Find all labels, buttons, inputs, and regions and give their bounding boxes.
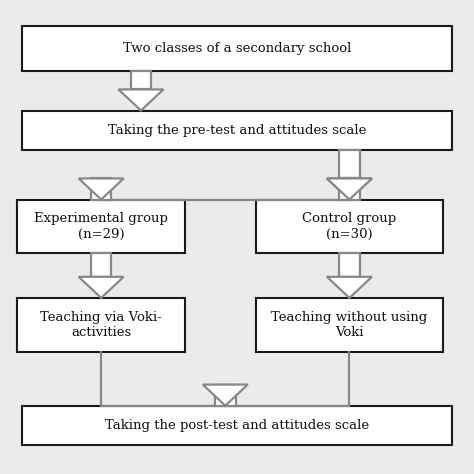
- Polygon shape: [118, 90, 164, 110]
- Polygon shape: [327, 178, 372, 200]
- FancyBboxPatch shape: [17, 298, 185, 352]
- Text: Taking the pre-test and attitudes scale: Taking the pre-test and attitudes scale: [108, 124, 366, 137]
- Bar: [91, 254, 111, 277]
- Polygon shape: [79, 178, 124, 200]
- Bar: [339, 254, 360, 277]
- FancyBboxPatch shape: [21, 26, 453, 71]
- FancyBboxPatch shape: [17, 200, 185, 254]
- FancyBboxPatch shape: [256, 298, 443, 352]
- Bar: [91, 178, 111, 200]
- Text: Teaching without using
Voki: Teaching without using Voki: [271, 311, 428, 339]
- Text: Two classes of a secondary school: Two classes of a secondary school: [123, 42, 351, 55]
- Bar: [131, 71, 151, 90]
- Bar: [339, 150, 360, 178]
- Polygon shape: [79, 277, 124, 298]
- Bar: [215, 384, 236, 406]
- Text: Teaching via Voki-
activities: Teaching via Voki- activities: [40, 311, 162, 339]
- Polygon shape: [203, 384, 248, 406]
- FancyBboxPatch shape: [21, 406, 453, 446]
- FancyBboxPatch shape: [21, 110, 453, 150]
- Text: Taking the post-test and attitudes scale: Taking the post-test and attitudes scale: [105, 419, 369, 432]
- Text: Experimental group
(n=29): Experimental group (n=29): [34, 212, 168, 240]
- Polygon shape: [327, 178, 372, 200]
- Text: Control group
(n=30): Control group (n=30): [302, 212, 396, 240]
- Bar: [339, 178, 360, 200]
- FancyBboxPatch shape: [256, 200, 443, 254]
- Polygon shape: [327, 277, 372, 298]
